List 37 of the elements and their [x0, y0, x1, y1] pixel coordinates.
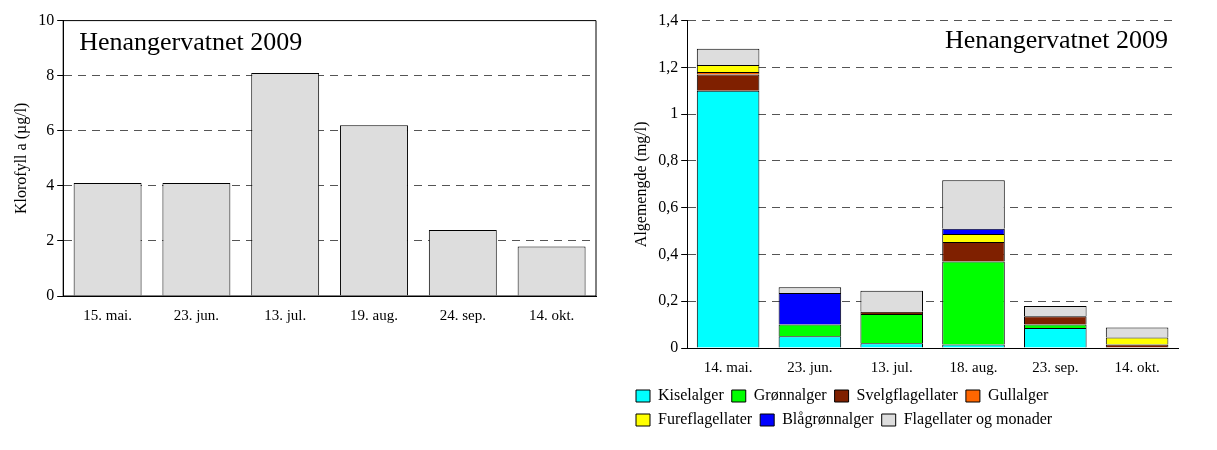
legend-label: Kiselalger	[658, 386, 725, 405]
legend-label: Svelgflagellater	[856, 386, 959, 405]
legend-label: Fureflagellater	[658, 410, 753, 429]
y-tick-label: 0,6	[658, 197, 679, 215]
x-tick-label: 19. aug.	[350, 306, 398, 323]
y-tick-label: 0,4	[658, 244, 679, 262]
y-tick-label: 4	[46, 176, 55, 194]
y-tick-label: 1,2	[658, 57, 679, 75]
y-tick-label: 8	[46, 65, 55, 83]
x-tick-label: 15. mai.	[83, 306, 132, 323]
y-tick-label: 2	[46, 231, 55, 249]
chart-title: Henangervatnet 2009	[79, 27, 303, 57]
y-axis-title: Klorofyll a (µg/l)	[11, 102, 30, 215]
x-tick-label: 13. jul.	[870, 358, 913, 375]
x-tick-label: 23. sep.	[1032, 358, 1079, 375]
y-tick-label: 1,4	[658, 10, 679, 28]
y-tick-label: 0,8	[658, 151, 679, 169]
y-tick-label: 0	[46, 286, 55, 304]
y-tick-label: 1	[670, 104, 679, 122]
x-tick-label: 14. okt.	[1114, 358, 1160, 375]
y-tick-label: 10	[38, 10, 55, 28]
y-tick-label: 0,2	[658, 291, 679, 309]
legend-label: Grønnalger	[753, 386, 828, 405]
chart-title: Henangervatnet 2009	[944, 25, 1168, 55]
x-tick-label: 23. jun.	[173, 306, 220, 323]
legend-label: Gullalger	[987, 386, 1049, 405]
legend-label: Blågrønnalger	[782, 410, 875, 429]
x-tick-label: 13. jul.	[264, 306, 307, 323]
y-axis-title: Algemengde (mg/l)	[631, 121, 650, 248]
x-tick-label: 18. aug.	[949, 358, 998, 375]
x-tick-label: 24. sep.	[439, 306, 486, 323]
x-tick-label: 23. jun.	[787, 358, 833, 375]
x-tick-label: 14. okt.	[528, 306, 575, 323]
y-tick-label: 6	[46, 120, 55, 138]
x-tick-label: 14. mai.	[703, 358, 753, 375]
y-tick-label: 0	[670, 338, 679, 356]
legend-label: Flagellater og monader	[903, 410, 1053, 429]
